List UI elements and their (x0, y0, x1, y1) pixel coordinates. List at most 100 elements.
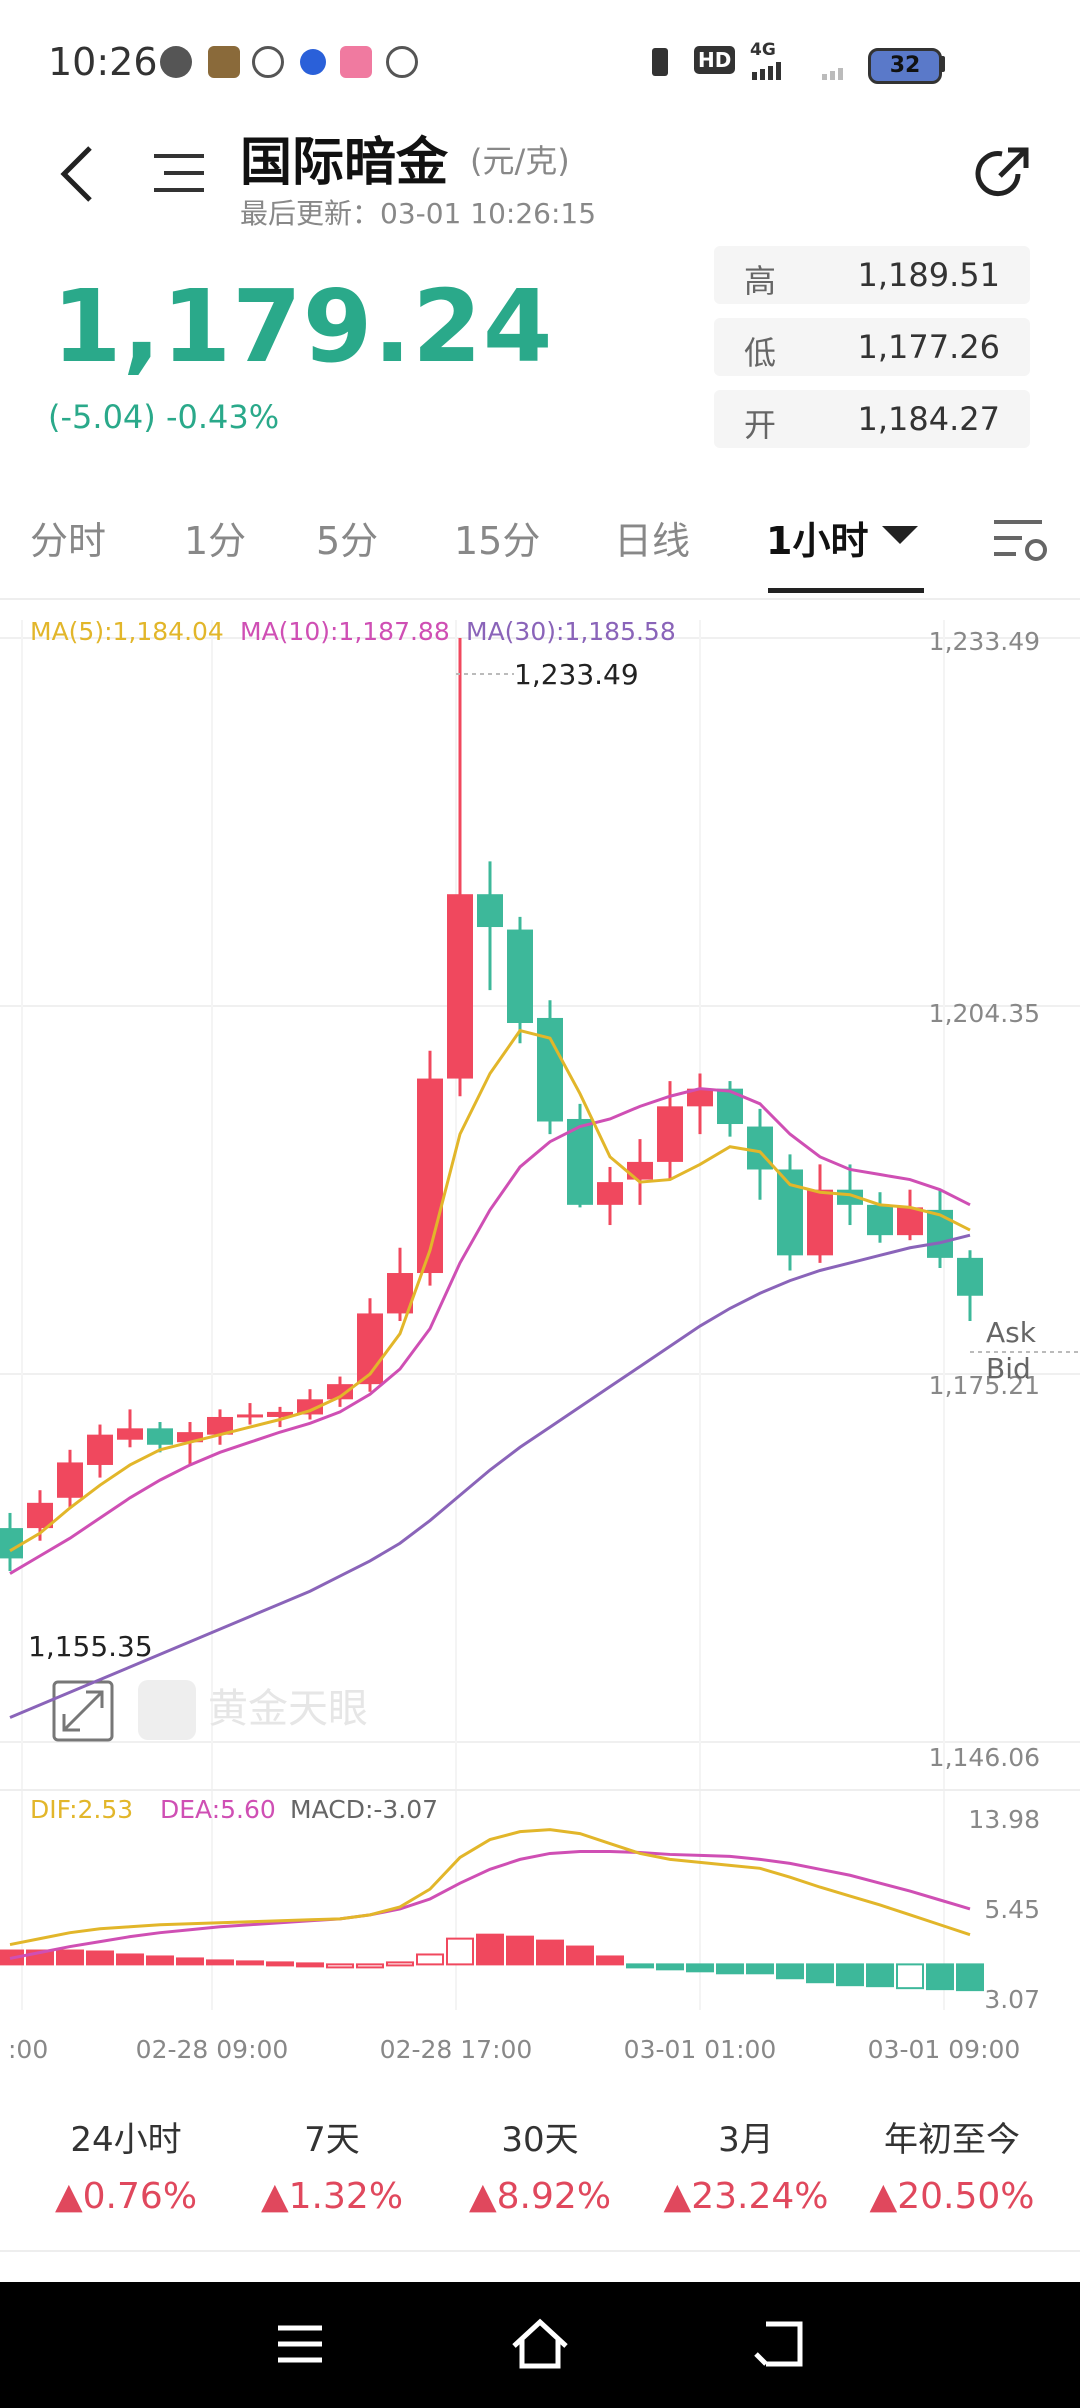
legend-macd: MACD:-3.07 (290, 1795, 438, 1824)
price-chart[interactable]: 黄金天眼 MA(5):1,184.04 MA(10):1,187.88 MA(3… (0, 600, 1080, 2080)
macd-bar-positive (506, 1935, 534, 1966)
macd-bar-positive (416, 1953, 444, 1966)
low-row: 低 1,177.26 (714, 318, 1030, 376)
macd-bar-negative (836, 1963, 864, 1987)
macd-bar-positive (176, 1957, 204, 1966)
macd-bar-positive (446, 1937, 474, 1966)
legend-dif: DIF:2.53 (30, 1795, 133, 1824)
open-value: 1,184.27 (857, 400, 1001, 438)
tab-1hour[interactable]: 1小时 (766, 519, 869, 563)
macd-tick-2: 5.45 (984, 1895, 1040, 1924)
candle-up (87, 1434, 113, 1465)
low-label: 低 (744, 334, 777, 372)
macd-bar-positive (296, 1962, 324, 1968)
macd-bar-positive (596, 1955, 624, 1966)
menu-icon[interactable] (154, 152, 208, 194)
legend-ma5: MA(5):1,184.04 (30, 617, 224, 646)
candle-down (867, 1204, 893, 1236)
macd-bar-negative (806, 1963, 834, 1984)
dea-line (9, 1849, 971, 1960)
bilibili-icon (340, 46, 372, 78)
candle-down (957, 1257, 983, 1296)
open-row: 开 1,184.27 (714, 390, 1030, 448)
macd-bar-negative (686, 1963, 714, 1973)
chart-settings-icon[interactable] (994, 516, 1050, 564)
tab-daily[interactable]: 日线 (614, 519, 691, 563)
share-icon[interactable] (972, 144, 1032, 204)
tab-timeshare[interactable]: 分时 (30, 519, 107, 563)
candle-up (267, 1411, 293, 1417)
last-updated: 最后更新：03-01 10:26:15 (240, 197, 597, 230)
max-label: 1,233.49 (514, 658, 639, 691)
battery-icon: 32 (868, 48, 942, 84)
candle-down (0, 1528, 23, 1559)
app-notification-icon (208, 46, 240, 78)
period-label-3m: 3月 (718, 2120, 774, 2160)
mail-icon (252, 46, 284, 78)
home-icon[interactable] (508, 2316, 572, 2372)
ask-label: Ask (986, 1316, 1037, 1349)
candle-up (237, 1414, 263, 1418)
candle-up (207, 1416, 233, 1435)
min-label: 1,155.35 (28, 1630, 153, 1663)
tab-15min[interactable]: 15分 (454, 519, 541, 563)
candle-down (927, 1209, 953, 1258)
status-time: 10:26 (48, 40, 158, 84)
macd-bar-negative (866, 1963, 894, 1988)
y-tick-2: 1,204.35 (929, 999, 1040, 1028)
vibrate-icon (652, 48, 668, 76)
link-icon (386, 46, 418, 78)
back-nav-icon[interactable] (752, 2318, 808, 2370)
legend-ma30: MA(30):1,185.58 (466, 617, 676, 646)
page-title: 国际暗金 (240, 133, 449, 193)
candle-up (657, 1106, 683, 1162)
candle-up (117, 1428, 143, 1440)
open-label: 开 (744, 406, 777, 444)
battery-tip (940, 56, 945, 72)
high-label: 高 (744, 262, 777, 300)
candle-down (477, 894, 503, 928)
macd-bar-negative (716, 1963, 744, 1975)
y-tick-4: 1,146.06 (929, 1743, 1040, 1772)
ma5-line (9, 1028, 971, 1553)
y-tick-3: 1,175.21 (929, 1371, 1040, 1400)
tab-1min[interactable]: 1分 (184, 519, 247, 563)
candle-up (597, 1182, 623, 1205)
wechat-icon (160, 46, 192, 78)
macd-bar-negative (956, 1963, 984, 1992)
x-label-2: 02-28 17:00 (380, 2035, 533, 2064)
macd-bar-positive (356, 1963, 384, 1969)
macd-bar-positive (476, 1933, 504, 1966)
candle-up (447, 894, 473, 1079)
candle-up (627, 1161, 653, 1180)
candle-down (777, 1169, 803, 1256)
dropdown-icon[interactable] (882, 526, 918, 546)
macd-bar-negative (896, 1963, 924, 1990)
candle-up (687, 1088, 713, 1107)
high-row: 高 1,189.51 (714, 246, 1030, 304)
recent-apps-icon[interactable] (276, 2322, 324, 2366)
browser-icon (300, 49, 326, 75)
candle-up (297, 1399, 323, 1415)
candle-down (147, 1428, 173, 1445)
period-label-30d: 30天 (501, 2120, 579, 2160)
x-label-3: 03-01 01:00 (624, 2035, 777, 2064)
macd-bar-positive (566, 1945, 594, 1966)
macd-bar-positive (206, 1959, 234, 1966)
expand-icon[interactable] (52, 1680, 114, 1742)
macd-bar-negative (746, 1963, 774, 1975)
legend-dea: DEA:5.60 (160, 1795, 276, 1824)
candle-down (507, 929, 533, 1024)
period-value-3m: ▲23.24% (663, 2176, 829, 2217)
macd-tick-1: 13.98 (968, 1805, 1040, 1834)
x-label-1: 02-28 09:00 (136, 2035, 289, 2064)
period-value-30d: ▲8.92% (468, 2176, 612, 2217)
dif-line (9, 1828, 971, 1947)
macd-bar-positive (236, 1960, 264, 1966)
tab-5min[interactable]: 5分 (316, 519, 379, 563)
period-value-ytd: ▲20.50% (869, 2176, 1035, 2217)
watermark-logo (138, 1680, 196, 1740)
macd-bar-positive (146, 1955, 174, 1966)
back-icon[interactable] (56, 144, 96, 204)
legend-ma10: MA(10):1,187.88 (240, 617, 450, 646)
